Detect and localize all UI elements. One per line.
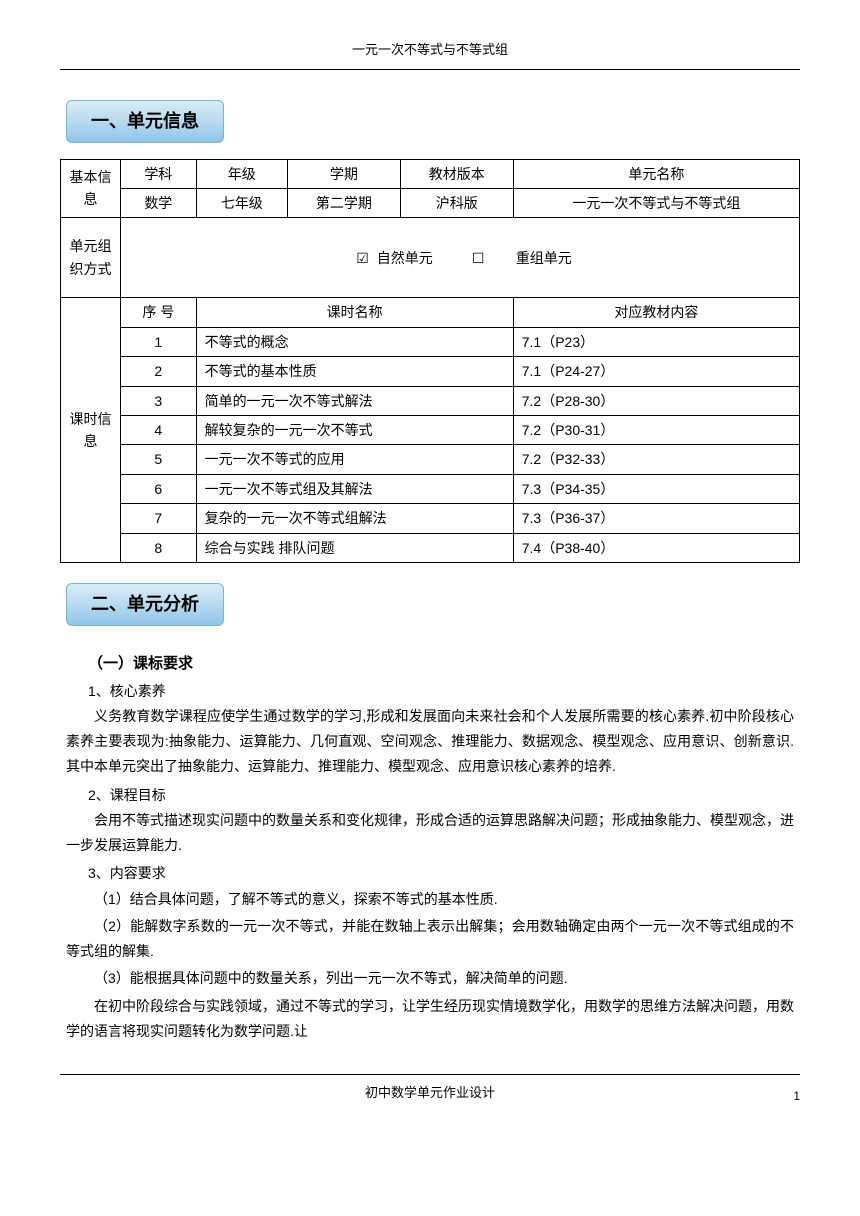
section1-badge: 一、单元信息 xyxy=(66,100,224,143)
value-unitname: 一元一次不等式与不等式组 xyxy=(513,188,799,217)
unit-info-table: 基本信息 学科 年级 学期 教材版本 单元名称 数学 七年级 第二学期 沪科版 … xyxy=(60,159,800,563)
item1-label: 1、核心素养 xyxy=(88,680,800,702)
basic-info-label: 基本信息 xyxy=(61,159,121,218)
table-row: 6 一元一次不等式组及其解法 7.3（P34-35） xyxy=(61,474,800,503)
lesson-header-content: 对应教材内容 xyxy=(513,298,799,327)
item2-label: 2、课程目标 xyxy=(88,784,800,806)
lesson-num: 7 xyxy=(121,504,197,533)
table-row: 3 简单的一元一次不等式解法 7.2（P28-30） xyxy=(61,386,800,415)
header-term: 学期 xyxy=(287,159,400,188)
page-number: 1 xyxy=(793,1087,800,1106)
org-method-label: 单元组织方式 xyxy=(61,218,121,298)
section2-badge: 二、单元分析 xyxy=(66,583,224,626)
lesson-content: 7.4（P38-40） xyxy=(513,533,799,562)
table-row: 2 不等式的基本性质 7.1（P24-27） xyxy=(61,357,800,386)
item2-text: 会用不等式描述现实问题中的数量关系和变化规律，形成合适的运算思路解决问题；形成抽… xyxy=(60,808,800,858)
lesson-num: 4 xyxy=(121,415,197,444)
value-subject: 数学 xyxy=(121,188,197,217)
lesson-info-label: 课时信息 xyxy=(61,298,121,563)
lesson-content: 7.1（P23） xyxy=(513,327,799,356)
checkbox-unchecked-icon: ☐ xyxy=(472,247,485,269)
lesson-content: 7.2（P28-30） xyxy=(513,386,799,415)
lesson-content: 7.3（P34-35） xyxy=(513,474,799,503)
table-row: 课时信息 序 号 课时名称 对应教材内容 xyxy=(61,298,800,327)
page-footer: 初中数学单元作业设计 1 xyxy=(60,1074,800,1104)
lesson-header-num: 序 号 xyxy=(121,298,197,327)
lesson-num: 3 xyxy=(121,386,197,415)
lesson-name: 简单的一元一次不等式解法 xyxy=(196,386,513,415)
lesson-name: 复杂的一元一次不等式组解法 xyxy=(196,504,513,533)
value-grade: 七年级 xyxy=(196,188,287,217)
page-header: 一元一次不等式与不等式组 xyxy=(60,40,800,70)
lesson-content: 7.2（P30-31） xyxy=(513,415,799,444)
table-row: 5 一元一次不等式的应用 7.2（P32-33） xyxy=(61,445,800,474)
item3-sub3: （3）能根据具体问题中的数量关系，列出一元一次不等式，解决简单的问题. xyxy=(60,966,800,991)
header-unitname: 单元名称 xyxy=(513,159,799,188)
lesson-num: 1 xyxy=(121,327,197,356)
lesson-name: 解较复杂的一元一次不等式 xyxy=(196,415,513,444)
item3-sub2: （2）能解数字系数的一元一次不等式，并能在数轴上表示出解集；会用数轴确定由两个一… xyxy=(60,914,800,964)
item3-text: 在初中阶段综合与实践领域，通过不等式的学习，让学生经历现实情境数学化，用数学的思… xyxy=(60,994,800,1044)
lesson-content: 7.1（P24-27） xyxy=(513,357,799,386)
header-subject: 学科 xyxy=(121,159,197,188)
subtitle-1: （一）课标要求 xyxy=(88,652,800,676)
lesson-num: 8 xyxy=(121,533,197,562)
item3-sub1: （1）结合具体问题，了解不等式的意义，探索不等式的基本性质. xyxy=(60,887,800,912)
lesson-name: 不等式的基本性质 xyxy=(196,357,513,386)
table-row: 8 综合与实践 排队问题 7.4（P38-40） xyxy=(61,533,800,562)
value-textbook: 沪科版 xyxy=(400,188,513,217)
lesson-num: 6 xyxy=(121,474,197,503)
table-row: 1 不等式的概念 7.1（P23） xyxy=(61,327,800,356)
lesson-name: 一元一次不等式组及其解法 xyxy=(196,474,513,503)
table-row: 基本信息 学科 年级 学期 教材版本 单元名称 xyxy=(61,159,800,188)
lesson-content: 7.3（P36-37） xyxy=(513,504,799,533)
table-row: 数学 七年级 第二学期 沪科版 一元一次不等式与不等式组 xyxy=(61,188,800,217)
lesson-name: 一元一次不等式的应用 xyxy=(196,445,513,474)
lesson-name: 综合与实践 排队问题 xyxy=(196,533,513,562)
table-row: 7 复杂的一元一次不等式组解法 7.3（P36-37） xyxy=(61,504,800,533)
item3-label: 3、内容要求 xyxy=(88,862,800,884)
item1-text: 义务教育数学课程应使学生通过数学的学习,形成和发展面向未来社会和个人发展所需要的… xyxy=(60,704,800,780)
footer-text: 初中数学单元作业设计 xyxy=(365,1085,495,1100)
checkbox-checked-icon: ☑ xyxy=(356,247,369,269)
content-section: （一）课标要求 1、核心素养 义务教育数学课程应使学生通过数学的学习,形成和发展… xyxy=(60,652,800,1044)
option-reorg: 重组单元 xyxy=(516,250,572,266)
header-title: 一元一次不等式与不等式组 xyxy=(352,42,508,57)
value-term: 第二学期 xyxy=(287,188,400,217)
lesson-num: 2 xyxy=(121,357,197,386)
lesson-content: 7.2（P32-33） xyxy=(513,445,799,474)
org-method-options: ☑ 自然单元 ☐ 重组单元 xyxy=(121,218,800,298)
header-grade: 年级 xyxy=(196,159,287,188)
header-textbook: 教材版本 xyxy=(400,159,513,188)
lesson-name: 不等式的概念 xyxy=(196,327,513,356)
option-natural: 自然单元 xyxy=(377,250,433,266)
table-row: 单元组织方式 ☑ 自然单元 ☐ 重组单元 xyxy=(61,218,800,298)
lesson-num: 5 xyxy=(121,445,197,474)
lesson-header-name: 课时名称 xyxy=(196,298,513,327)
table-row: 4 解较复杂的一元一次不等式 7.2（P30-31） xyxy=(61,415,800,444)
